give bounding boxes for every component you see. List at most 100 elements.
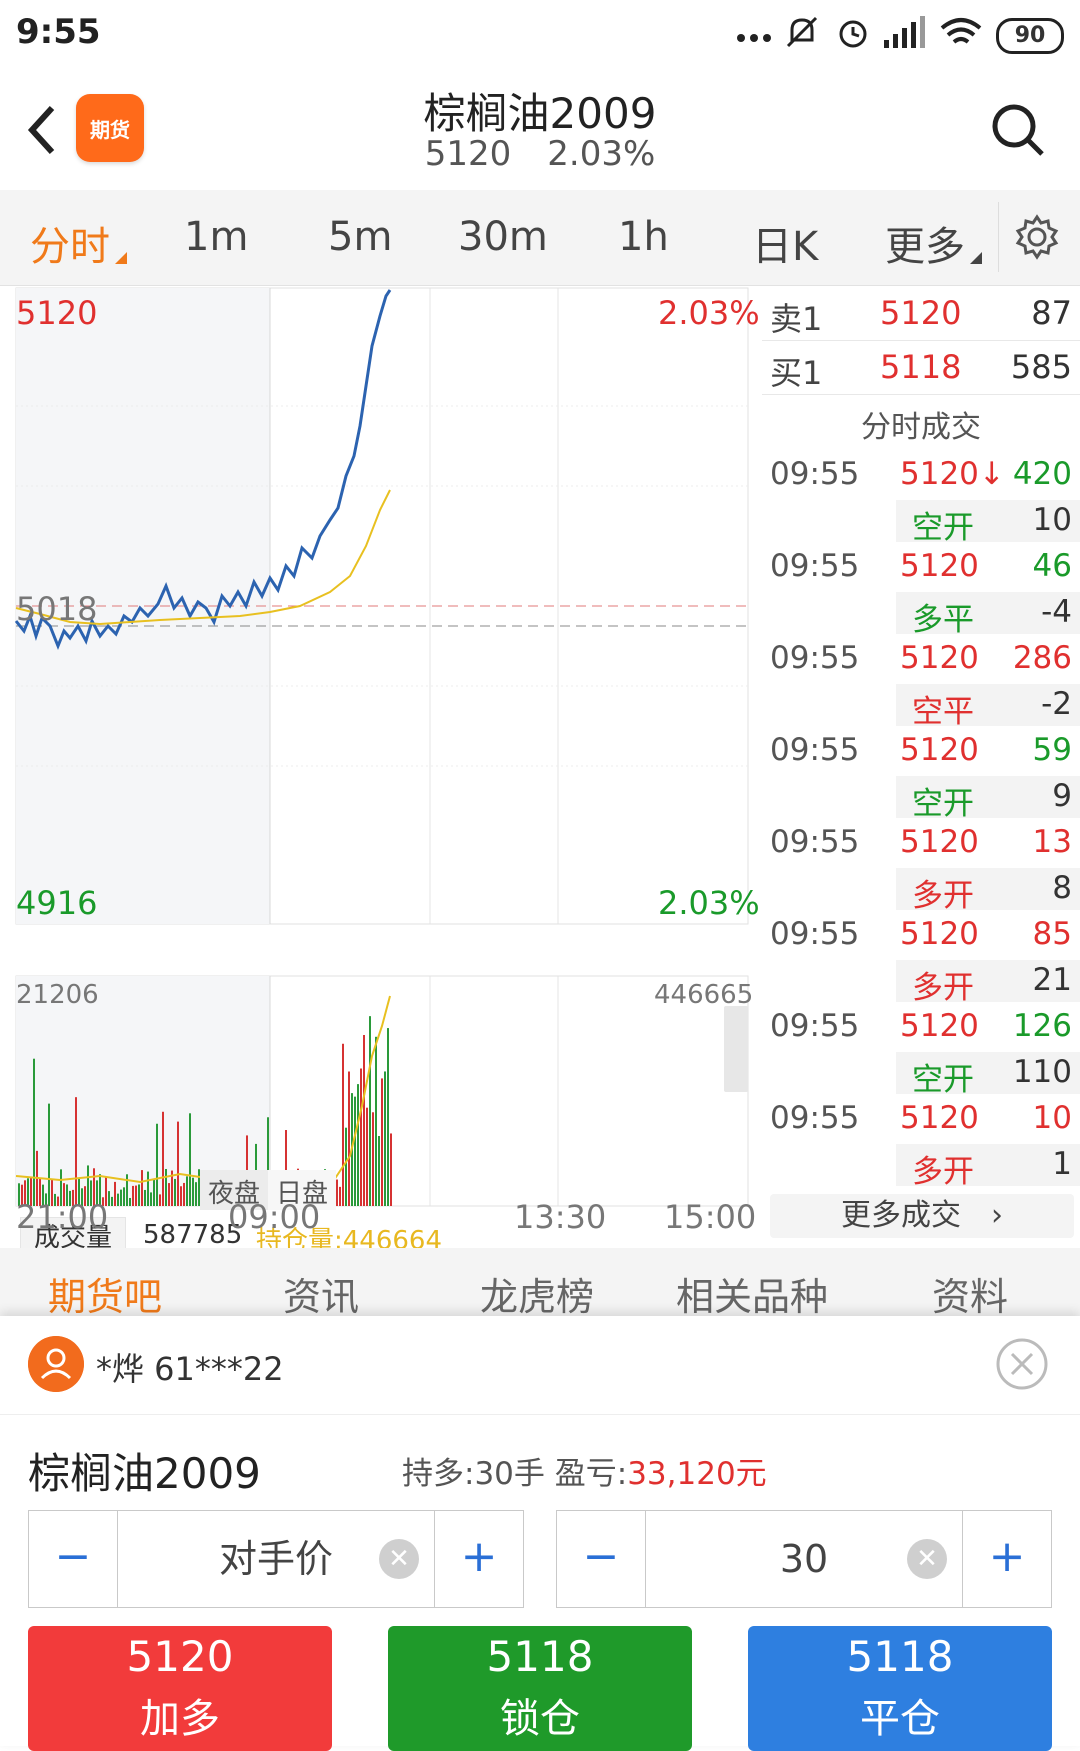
volume-bar [27,1178,29,1206]
trade-type: 空开 [912,786,974,822]
tab-info[interactable]: 资料 [932,1275,1009,1319]
price-stepper: − 对手价 ✕ + [28,1510,524,1608]
trade-type-bg [896,1144,1080,1186]
volume-bar [93,1168,95,1206]
volume-bar [378,1135,380,1206]
account-name: *烨 61***22 [96,1350,284,1388]
volume-bar [345,1127,347,1206]
lock-label: 锁仓 [500,1696,580,1742]
bid-price: 5118 [880,348,962,386]
volume-bar [81,1188,83,1206]
quantity-input[interactable]: 30 [645,1511,963,1607]
trade-volume: 46 [1032,548,1072,584]
account-row: *烨 61***22 [0,1316,1080,1415]
trade-volume: 13 [1032,824,1072,860]
trade-type-bg [896,868,1080,910]
gear-icon[interactable] [1012,212,1062,262]
trade-volume: 286 [1012,640,1072,676]
price-minus-button[interactable]: − [54,1531,92,1582]
volume-bar [195,1182,197,1206]
volume-bar [117,1193,119,1206]
qty-minus-button[interactable]: − [582,1531,620,1582]
tab-30m[interactable]: 30m [458,214,548,260]
more-dots-icon [737,34,771,42]
volume-bar [177,1121,179,1206]
tab-more[interactable]: 更多 [885,224,965,270]
tab-intraday[interactable]: 分时 [30,224,110,270]
trade-position-change: 110 [1012,1054,1072,1090]
volume-bar [90,1180,92,1206]
trades-title: 分时成交 [861,410,981,445]
session-night[interactable]: 夜盘 [208,1179,261,1209]
volume-bar [141,1170,143,1206]
close-position-button[interactable]: 5118 平仓 [748,1626,1052,1751]
time-label-day-open: 09:00 [228,1198,321,1236]
status-bar: 9:55 90 [0,0,1080,70]
trade-position-change: 9 [1052,778,1072,814]
lock-position-button[interactable]: 5118 锁仓 [388,1626,692,1751]
trade-price: 5120 [900,640,979,676]
trade-time: 09:55 [770,1100,860,1136]
tab-forum[interactable]: 期货吧 [48,1275,163,1319]
trade-type: 空开 [912,510,974,546]
trade-row: 09:55 5120 286 空平 -2 [762,636,1080,730]
volume-bar [69,1190,71,1206]
tab-5m[interactable]: 5m [328,214,393,260]
volume-bar [126,1174,128,1206]
price-input[interactable]: 对手价 [117,1511,435,1607]
back-arrow-icon[interactable] [22,100,62,160]
volume-value: 587785 [143,1220,243,1250]
session-day[interactable]: 日盘 [268,1170,337,1210]
volume-bar [342,1043,344,1206]
tab-daily[interactable]: 日K [752,224,819,270]
trade-price: 5120 [900,732,979,768]
quantity-stepper: − 30 ✕ + [556,1510,1052,1608]
trade-time: 09:55 [770,548,860,584]
volume-bar [129,1197,131,1206]
avatar [28,1336,84,1392]
volume-bar [336,1179,338,1206]
ask-qty: 87 [1031,294,1072,332]
ask-row: 卖1 5120 87 [762,286,1080,341]
clear-price-icon[interactable]: ✕ [379,1539,419,1579]
session-toggle[interactable]: 夜盘 日盘 [200,1170,337,1210]
more-trades-button[interactable]: 更多成交 › [770,1194,1074,1238]
trade-position-change: 8 [1052,870,1072,906]
trade-row: 09:55 5120 85 多开 21 [762,912,1080,1006]
tab-ranking[interactable]: 龙虎榜 [480,1275,595,1319]
chart-canvas [14,287,749,1207]
volume-bar [105,1177,107,1206]
price-change: 2.03% [547,134,656,174]
intraday-chart[interactable]: 5120 2.03% 5018 4916 2.03% 夜盘 日盘 成交量 5877… [0,286,760,1341]
close-icon[interactable] [996,1338,1048,1390]
tab-1h[interactable]: 1h [618,214,669,260]
trade-position-change: -2 [1041,686,1072,722]
bottom-tabs: 期货吧 资讯 龙虎榜 相关品种 资料 [0,1248,1080,1319]
volume-bar [267,1117,269,1206]
volume-bar [102,1197,104,1206]
lock-price: 5118 [486,1632,594,1681]
volume-bar [384,1071,386,1206]
volume-bar [42,1184,44,1206]
tab-1m[interactable]: 1m [184,214,249,260]
qty-plus-button[interactable]: + [988,1531,1026,1582]
contract-name: 棕榈油2009 [28,1449,261,1498]
clear-qty-icon[interactable]: ✕ [907,1539,947,1579]
time-label-close: 15:00 [664,1198,757,1236]
add-long-label: 加多 [140,1696,220,1742]
trade-row: 09:55 5120 126 空开 110 [762,1004,1080,1098]
trade-volume: 85 [1032,916,1072,952]
trade-time: 09:55 [770,916,860,952]
volume-bar [354,1096,356,1206]
search-icon[interactable] [990,100,1046,160]
tab-related[interactable]: 相关品种 [676,1275,829,1319]
chart-expand-handle[interactable] [724,1006,748,1092]
tab-news[interactable]: 资讯 [283,1275,360,1319]
volume-bar [159,1194,161,1206]
add-long-button[interactable]: 5120 加多 [28,1626,332,1751]
volume-bar [78,1178,80,1206]
volume-bar [96,1180,98,1206]
volume-bar [57,1196,59,1206]
volume-bar [114,1181,116,1206]
price-plus-button[interactable]: + [460,1531,498,1582]
